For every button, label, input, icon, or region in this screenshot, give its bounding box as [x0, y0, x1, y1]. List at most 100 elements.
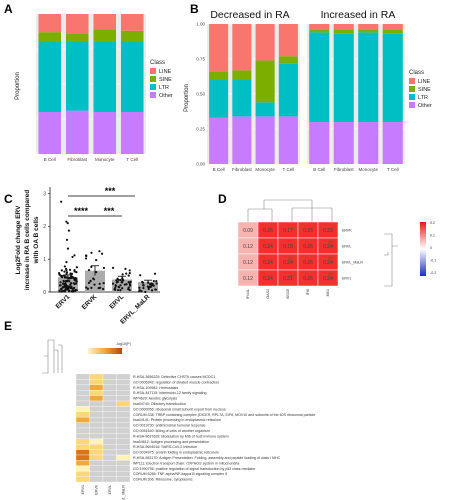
panel-c-point	[111, 282, 115, 285]
panel-e-cell	[89, 417, 104, 423]
panel-e-cell	[75, 406, 90, 412]
panel-d-cell-value: 0.12	[243, 276, 253, 282]
panel-d-row-dendrogram	[384, 233, 398, 287]
panel-a-bar-ltr	[65, 42, 89, 111]
panel-a-legend: Class LINE SINE LTR Other	[150, 60, 173, 99]
panel-c-point	[128, 269, 131, 272]
panel-e-cell	[116, 427, 131, 434]
panel-c-point	[101, 287, 105, 291]
panel-e-cell	[89, 422, 104, 429]
panel-e-cell	[89, 433, 104, 439]
panel-c-point	[138, 286, 141, 289]
panel-e-legend-title: -log10(P)	[116, 342, 131, 346]
panel-e-col-label: ERVL	[108, 485, 112, 494]
panel-c-sig-1: ****	[74, 206, 89, 216]
panel-c-point	[72, 287, 75, 290]
panel-d-cell-value: 0.21	[283, 276, 293, 282]
panel-c-point	[63, 290, 66, 293]
panel-d-heatmap: 0.2 0.1 0 -0.1 -0.2 0.09 0.25 0.17 0.23 0.23 ERVK…	[237, 199, 436, 299]
panel-label-d: D	[218, 192, 227, 206]
panel-c-ytick: 1	[43, 257, 46, 263]
panel-c-ylabel-line3: with OA B cells	[33, 216, 40, 264]
panel-c-point	[75, 270, 78, 274]
panel-c-point	[74, 276, 77, 280]
panel-d-col-label: MX1	[326, 289, 330, 296]
panel-c-point	[123, 283, 126, 286]
panel-c-point	[89, 280, 92, 283]
panel-c-point	[155, 282, 158, 285]
panel-c-point	[66, 247, 70, 250]
legend-swatch-sine	[150, 76, 156, 82]
panel-e-cell	[75, 471, 90, 477]
panel-c-point	[125, 283, 128, 286]
panel-c-point	[118, 286, 121, 289]
panel-e-cell	[75, 411, 90, 418]
panel-a-xtick: Fibroblast	[67, 157, 88, 162]
panel-b-right-bar-other	[358, 122, 379, 164]
panel-c-sig-2: ***	[104, 206, 115, 216]
panel-e-term-label: CORUM:5266: TNF-alpha/NF-kappa B signali…	[133, 472, 227, 476]
panel-d-col-label: IFI6	[306, 289, 310, 295]
panel-c-xtick: ERVK	[81, 293, 99, 311]
panel-c-point	[113, 288, 117, 291]
panel-d-cell-value: 0.23	[323, 228, 333, 234]
panel-e-cell	[89, 460, 104, 466]
panel-c-ylabel-line2: increase in RA B cells compared	[24, 190, 31, 291]
panel-e-cell	[75, 400, 90, 407]
panel-c-point	[102, 266, 106, 270]
legend-label-other: Other	[418, 103, 432, 109]
panel-c-point	[141, 281, 145, 284]
panel-d-cell	[317, 269, 339, 287]
panel-c-point	[58, 289, 61, 293]
panel-c-point	[86, 287, 89, 290]
panel-e-cell	[89, 395, 104, 402]
panel-b-right-bar-ltr	[309, 32, 330, 122]
panel-c-point	[138, 290, 141, 293]
panel-e-cell	[75, 379, 90, 385]
panel-c-point	[125, 272, 128, 275]
panel-c-point	[63, 270, 66, 273]
panel-a-bar-other	[120, 112, 144, 154]
panel-b-legend: Class LINE SINE LTR Other	[409, 70, 432, 109]
panel-b-left-bar-sine	[278, 56, 298, 64]
panel-c-xtick: ERVL	[108, 293, 125, 310]
panel-d-cell-value: 0.24	[323, 260, 333, 266]
panel-a-bar-other	[38, 112, 62, 154]
panel-c-point	[144, 290, 147, 294]
panel-c-point	[73, 254, 76, 257]
panel-c-point	[111, 266, 115, 269]
panel-e-dendrogram	[42, 339, 63, 374]
panel-c-point	[119, 284, 122, 287]
panel-d-col-dendrogram	[247, 199, 333, 222]
panel-c-point	[154, 288, 158, 291]
panel-e-cell	[102, 411, 117, 418]
panel-c-point	[68, 280, 71, 283]
panel-c-point	[128, 281, 131, 285]
panel-d-cell-value: 0.23	[303, 228, 313, 234]
panel-c-point	[121, 273, 124, 276]
panel-e-cell	[116, 422, 131, 429]
panel-c-point	[65, 261, 68, 264]
panel-e-cell	[116, 471, 131, 477]
panel-c-point	[152, 284, 155, 287]
panel-d-cell-value: 0.24	[323, 276, 333, 282]
panel-b-left-bar-ltr	[209, 80, 229, 118]
panel-c-point	[84, 257, 88, 260]
panel-c-point	[99, 286, 102, 289]
panel-c-point	[67, 285, 70, 288]
panel-e-cell	[102, 460, 117, 466]
panel-b-right-bar-ltr	[358, 32, 379, 122]
panel-e-legend: -log10(P)	[88, 342, 131, 354]
panel-c-point	[59, 284, 62, 287]
panel-b-right-bar-sine	[333, 29, 354, 34]
panel-e-term-label: WP111: Electron transport chain: OXPHOS …	[133, 461, 239, 465]
panel-c-point	[128, 289, 131, 292]
panel-e-cell	[89, 476, 104, 483]
panel-b-left-title: Decreased in RA	[210, 9, 289, 21]
panel-e-cell	[116, 400, 131, 407]
panel-c-point	[60, 274, 63, 278]
panel-e-cell	[89, 438, 104, 445]
legend-label-ltr: LTR	[159, 85, 169, 91]
panel-c-ytick: 0	[43, 290, 46, 296]
panel-d-col-label: ISG15	[286, 289, 290, 299]
